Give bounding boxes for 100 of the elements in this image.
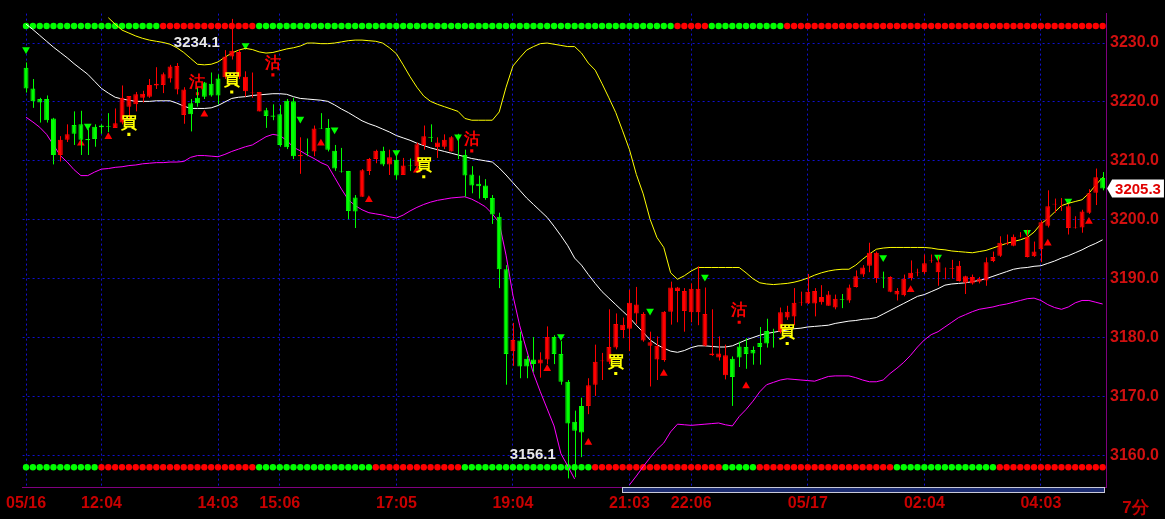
point — [454, 134, 462, 142]
point — [737, 320, 741, 324]
point — [646, 308, 654, 316]
candlestick — [757, 326, 763, 366]
candlestick — [592, 344, 598, 397]
candlestick — [812, 287, 818, 317]
candlestick — [352, 194, 358, 229]
x-tick-label: 17:05 — [375, 493, 417, 511]
y-tick-label: 3180.0 — [1110, 327, 1160, 345]
candlestick — [243, 70, 248, 98]
y-tick-label: 3200.0 — [1110, 210, 1160, 228]
candlestick — [585, 377, 591, 415]
candlestick — [462, 149, 468, 198]
candlestick — [551, 334, 557, 365]
point — [785, 341, 789, 346]
y-tick-label: 3160.0 — [1110, 445, 1160, 463]
candlestick — [387, 149, 392, 176]
point — [906, 285, 915, 293]
candlestick — [188, 98, 194, 132]
point — [392, 150, 401, 158]
candlestick — [647, 331, 653, 387]
candlestick — [531, 336, 536, 373]
candlestick — [743, 337, 749, 370]
candlestick — [92, 123, 98, 148]
candlestick — [311, 125, 317, 157]
point — [659, 369, 668, 376]
candlestick — [956, 260, 962, 283]
candlestick — [510, 322, 516, 367]
candlestick — [489, 194, 495, 225]
text: 沽 — [189, 71, 206, 91]
candlestick — [160, 72, 166, 94]
candlestick — [1045, 189, 1051, 228]
series-label: 買 — [119, 112, 137, 132]
point — [241, 43, 250, 50]
text: 買 — [607, 351, 624, 371]
candlestick — [819, 284, 824, 306]
candlestick — [483, 178, 488, 201]
candlestick — [805, 273, 811, 305]
point — [879, 255, 888, 262]
candlestick — [263, 107, 269, 129]
point — [365, 195, 373, 202]
x-tick-label: 05/16 — [6, 493, 47, 511]
x-tick-label: 22:06 — [670, 493, 712, 511]
point — [742, 381, 750, 389]
candlestick — [921, 254, 927, 275]
text: 買 — [223, 70, 240, 90]
candlestick — [695, 265, 701, 326]
candlestick — [867, 242, 872, 273]
candlestick — [112, 107, 118, 129]
point — [22, 47, 30, 55]
point — [543, 364, 552, 372]
x-tick-label: 02:04 — [903, 493, 945, 511]
candlestick — [57, 135, 63, 162]
candlestick — [846, 284, 852, 304]
candlestick — [716, 335, 722, 362]
candlestick — [1100, 171, 1106, 191]
candlestick — [133, 91, 139, 112]
candlestick — [688, 282, 694, 323]
candlestick — [469, 165, 475, 194]
candlestick — [421, 125, 427, 151]
candlestick — [997, 235, 1003, 258]
point — [701, 274, 709, 282]
point — [557, 334, 565, 341]
point — [83, 123, 92, 131]
candlestick — [332, 144, 338, 172]
candlestick — [654, 335, 660, 381]
x-tick-label: 05/17 — [787, 493, 828, 511]
candlestick — [1093, 168, 1099, 206]
candlestick — [908, 259, 914, 281]
candlestick — [613, 312, 619, 350]
point — [1085, 217, 1093, 224]
candlestick — [668, 281, 674, 326]
point — [330, 127, 339, 135]
x-tick-label: 21:03 — [609, 493, 651, 511]
x-tick-label: 15:06 — [259, 493, 301, 511]
annotation: 3234.1 — [173, 33, 220, 51]
annotation: 3156.1 — [509, 444, 556, 462]
candlestick — [627, 289, 632, 352]
candlestick — [791, 287, 797, 326]
point — [1043, 238, 1052, 246]
point — [104, 132, 113, 139]
candlestick — [729, 355, 735, 407]
x-tick-label: 19:04 — [492, 493, 534, 511]
candlestick — [30, 78, 36, 109]
series-label: 沽 — [730, 300, 748, 320]
candlestick — [393, 152, 399, 181]
candlestick — [44, 94, 50, 124]
candlestick — [71, 110, 77, 146]
candlestick — [723, 344, 728, 380]
point — [200, 109, 209, 117]
candlestick — [215, 73, 221, 105]
candlestick — [23, 61, 29, 94]
text: 沽 — [463, 129, 480, 149]
candlestick — [764, 318, 770, 349]
x-tick-label: 04:03 — [1020, 493, 1062, 511]
candlestick — [633, 286, 639, 325]
candlestick — [736, 341, 742, 368]
candlestick — [181, 86, 187, 125]
text: 沽 — [264, 53, 281, 73]
x-tick-label: 14:03 — [197, 493, 239, 511]
